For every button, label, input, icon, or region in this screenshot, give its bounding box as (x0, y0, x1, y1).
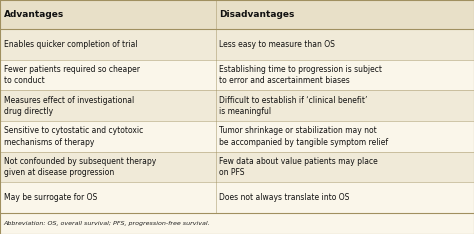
Text: Measures effect of investigational
drug directly: Measures effect of investigational drug … (4, 95, 134, 116)
Text: Disadvantages: Disadvantages (219, 10, 295, 19)
Text: Sensitive to cytostatic and cytotoxic
mechanisms of therapy: Sensitive to cytostatic and cytotoxic me… (4, 126, 143, 147)
Bar (0, 29, 474, 60)
Text: Few data about value patients may place
on PFS: Few data about value patients may place … (219, 157, 378, 177)
Bar (0, 182, 474, 213)
Bar (0, 91, 474, 121)
Text: Advantages: Advantages (4, 10, 64, 19)
Bar (0, 60, 474, 91)
Text: Fewer patients required so cheaper
to conduct: Fewer patients required so cheaper to co… (4, 65, 140, 85)
Bar (0, 121, 474, 152)
Text: Difficult to establish if ‘clinical benefit’
is meaningful: Difficult to establish if ‘clinical bene… (219, 95, 368, 116)
Text: Does not always translate into OS: Does not always translate into OS (219, 193, 350, 202)
Text: Enables quicker completion of trial: Enables quicker completion of trial (4, 40, 137, 49)
Bar (0, 0, 474, 29)
Text: Tumor shrinkage or stabilization may not
be accompanied by tangible symptom reli: Tumor shrinkage or stabilization may not… (219, 126, 389, 147)
Text: Abbreviation: OS, overall survival; PFS, progression-free survival.: Abbreviation: OS, overall survival; PFS,… (4, 221, 210, 226)
Text: May be surrogate for OS: May be surrogate for OS (4, 193, 97, 202)
Text: Not confounded by subsequent therapy
given at disease progression: Not confounded by subsequent therapy giv… (4, 157, 156, 177)
Bar (0, 152, 474, 182)
Text: Less easy to measure than OS: Less easy to measure than OS (219, 40, 335, 49)
Text: Establishing time to progression is subject
to error and ascertainment biases: Establishing time to progression is subj… (219, 65, 383, 85)
Bar (0, 213, 474, 234)
